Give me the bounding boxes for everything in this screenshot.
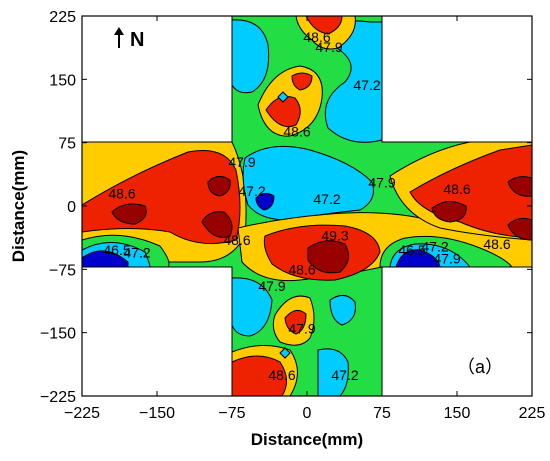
contour-label: 49.3	[321, 228, 348, 244]
contour-label: 47.9	[433, 250, 460, 266]
y-tick-label: 150	[49, 72, 76, 89]
contour-label: 48.6	[443, 181, 470, 197]
region-cyan-center	[242, 145, 374, 221]
contour-label: 47.2	[331, 367, 358, 383]
north-arrowhead-icon	[114, 27, 124, 35]
y-tick-label: 75	[58, 136, 76, 153]
contour-label: 47.9	[288, 320, 315, 336]
y-tick-label: 225	[49, 9, 76, 26]
north-label: N	[130, 29, 144, 51]
contour-label: 47.2	[238, 183, 265, 199]
region-blue-center	[255, 192, 275, 211]
region-darkred-right-3	[507, 217, 532, 241]
region-cyan-dot-bottom	[279, 347, 291, 359]
region-cyan-top-left	[231, 19, 270, 94]
x-axis: −225 −150 −75 0 75 150 225	[64, 16, 545, 422]
contour-label: 48.6	[303, 29, 330, 45]
region-blue-right-bottom	[395, 249, 441, 268]
contour-label: 47.2	[353, 77, 380, 93]
region-darkred-left-1	[207, 176, 231, 197]
panel-label: （a）	[457, 357, 503, 377]
y-tick-label: −75	[49, 262, 76, 279]
contour-label: 48.6	[483, 236, 510, 252]
contour-label: 47.9	[315, 39, 342, 55]
contour-label: 48.6	[108, 185, 135, 201]
contour-label: 48.6	[268, 367, 295, 383]
region-cyan-bottom	[317, 348, 349, 396]
north-indicator: N	[114, 27, 144, 51]
contour-label: 46.5	[398, 242, 425, 258]
region-yellow-small	[291, 72, 313, 91]
x-axis-label: Distance(mm)	[251, 430, 363, 449]
contour-fills	[82, 16, 532, 396]
contour-label: 47.2	[123, 244, 150, 260]
y-tick-label: 0	[67, 199, 76, 216]
region-darkred-right-2	[507, 176, 532, 197]
contour-label: 47.2	[421, 239, 448, 255]
region-darkred-left-2	[201, 211, 233, 238]
region-cyan-dot	[277, 91, 289, 103]
x-tick-label: −75	[218, 405, 245, 422]
contour-label: 47.9	[368, 174, 395, 190]
contour-label: 48.6	[223, 232, 250, 248]
contour-labels: 48.647.947.248.647.947.247.247.948.6 48.6…	[103, 29, 510, 383]
y-tick-label: −150	[40, 326, 76, 343]
y-axis-label: Distance(mm)	[9, 150, 28, 262]
x-tick-label: −225	[64, 405, 100, 422]
x-tick-label: 0	[303, 405, 312, 422]
contour-label: 47.9	[258, 278, 285, 294]
region-blue-left-bottom	[82, 250, 129, 268]
y-axis: −225 −150 −75 0 75 150 225	[40, 9, 532, 406]
region-darkred-left-3	[111, 203, 147, 225]
region-red-top	[305, 16, 343, 35]
contour-label: 46.5	[103, 242, 130, 258]
region-red-bottom-center	[284, 309, 307, 335]
x-tick-label: −150	[139, 405, 175, 422]
region-darkred-center	[307, 240, 350, 274]
contour-label: 47.9	[228, 154, 255, 170]
x-tick-label: 225	[519, 405, 546, 422]
region-cyan-bottom-left	[231, 277, 273, 337]
region-red-bottom	[231, 355, 287, 396]
region-darkred-right-1	[431, 201, 467, 223]
contour-label: 48.6	[283, 124, 310, 140]
y-tick-label: −225	[40, 389, 76, 406]
x-tick-label: 150	[444, 405, 471, 422]
x-tick-label: 75	[373, 405, 391, 422]
contour-label: 47.2	[313, 191, 340, 207]
contour-label: 48.6	[288, 261, 315, 277]
region-cyan-bottom-right	[329, 295, 356, 326]
